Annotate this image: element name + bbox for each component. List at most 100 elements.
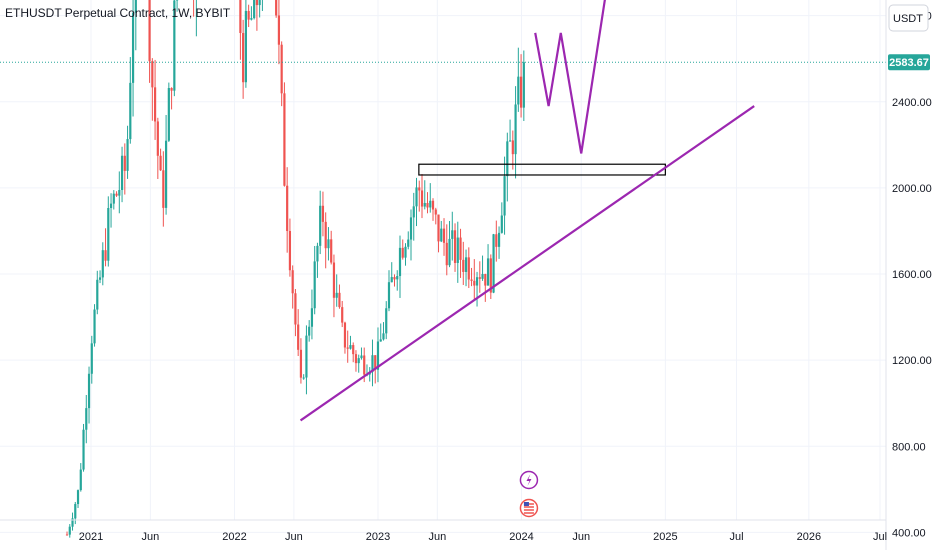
candle-body: [514, 104, 517, 155]
candle-body: [451, 230, 454, 239]
candle: [382, 322, 385, 341]
candle: [299, 338, 303, 384]
candle-body: [481, 274, 484, 279]
candle: [506, 132, 509, 202]
candle: [250, 6, 253, 21]
candle-body: [162, 170, 165, 208]
candle-body: [382, 333, 385, 340]
candle: [412, 192, 415, 241]
candle: [115, 191, 118, 197]
trendline[interactable]: [299, 105, 755, 422]
candle: [275, 0, 278, 18]
candle-body: [434, 209, 437, 215]
candle: [258, 0, 261, 18]
y-tick-label: 1600.00: [892, 269, 932, 281]
candle: [508, 119, 512, 142]
candle: [481, 255, 484, 281]
candle-body: [407, 239, 410, 247]
candle-body: [170, 88, 173, 91]
candle: [335, 274, 338, 307]
y-tick-label: 800.00: [892, 441, 926, 453]
price-label-bg: [888, 54, 930, 71]
chart-title: ETHUSDT Perpetual Contract, 1W, BYBIT: [5, 6, 231, 20]
candle-body: [478, 277, 481, 279]
candle: [497, 226, 501, 259]
candles: [65, 0, 525, 538]
candle-body: [418, 187, 421, 191]
candle: [390, 262, 393, 283]
candle-body: [291, 270, 294, 294]
candle: [286, 167, 289, 253]
currency-button-label: USDT: [893, 13, 923, 25]
candle-body: [489, 258, 492, 293]
candle: [500, 202, 503, 234]
candle-body: [396, 276, 399, 280]
candle: [195, 0, 197, 37]
candle-body: [371, 355, 374, 373]
candle: [313, 245, 316, 315]
candle: [253, 0, 256, 20]
candle: [431, 198, 435, 221]
candle-body: [74, 504, 77, 519]
candle: [98, 270, 102, 284]
candle: [244, 0, 247, 88]
candle: [517, 47, 520, 112]
candle: [255, 0, 258, 31]
candle: [503, 156, 506, 235]
candle: [429, 183, 432, 213]
candle-body: [473, 280, 476, 286]
candle-body: [159, 155, 162, 171]
candle-body: [258, 0, 261, 6]
candle: [294, 289, 297, 337]
candle-body: [164, 140, 168, 208]
candle: [475, 271, 479, 307]
lightning-icon[interactable]: [519, 470, 539, 490]
projection-path[interactable]: [534, 0, 610, 154]
candle-body: [335, 292, 338, 298]
time-axis[interactable]: 2021 Jun 2022 Jun 2023 Jun 2024 Jun 2025 Jul 2026 J…: [0, 519, 887, 543]
candle: [511, 130, 514, 170]
lightning-bolt: [526, 474, 532, 486]
candle-body: [409, 217, 413, 240]
candle-body: [445, 242, 448, 266]
candle-body: [467, 257, 470, 280]
support-zone[interactable]: [418, 163, 666, 176]
candle: [167, 82, 170, 142]
candle: [112, 190, 115, 210]
candle: [131, 0, 135, 117]
x-tick-label: Jun: [428, 531, 446, 543]
price-axis[interactable]: 400.00 800.00 1200.00 1600.00 2000.00 2400.00…: [885, 0, 932, 550]
candle: [456, 221, 459, 283]
x-tick-label: Jun: [285, 531, 303, 543]
x-tick-label: 2026: [797, 531, 821, 543]
candle: [470, 267, 473, 287]
candle-body: [101, 250, 104, 278]
drawings[interactable]: [299, 0, 755, 422]
candle: [162, 151, 165, 227]
candle-body: [497, 232, 501, 247]
candle: [120, 146, 124, 203]
candle: [280, 41, 283, 107]
candle-body: [437, 214, 440, 242]
x-tick-label: Jul: [729, 531, 743, 543]
x-tick-label: Jun: [572, 531, 590, 543]
candle: [134, 0, 137, 51]
candle: [440, 220, 443, 243]
candle-body: [500, 215, 503, 233]
candle-body: [401, 247, 404, 258]
candle-body: [71, 518, 74, 527]
candle-body: [112, 193, 115, 204]
candle-body: [107, 207, 110, 261]
support-zone-box[interactable]: [418, 163, 666, 176]
candle: [319, 190, 322, 255]
event-markers[interactable]: [519, 470, 539, 518]
currency-button[interactable]: [888, 4, 929, 32]
us-flag-icon[interactable]: [519, 498, 539, 518]
x-tick-label: 2025: [653, 531, 677, 543]
candle: [153, 59, 157, 140]
candle-body: [495, 234, 498, 247]
candle: [484, 273, 487, 302]
candle-body: [115, 193, 118, 196]
